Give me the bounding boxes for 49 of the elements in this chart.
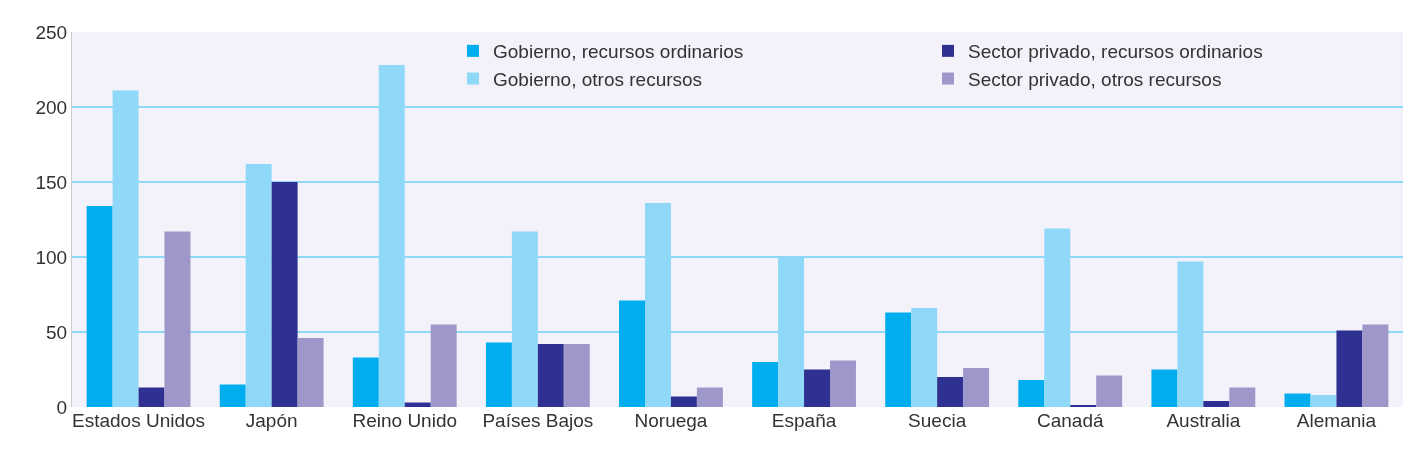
bar	[1336, 330, 1363, 407]
bar	[670, 396, 697, 407]
x-tick-label: Reino Unido	[352, 410, 458, 431]
bar	[752, 362, 779, 407]
bar	[1096, 375, 1123, 407]
bar	[86, 206, 113, 407]
x-tick-label: Países Bajos	[482, 410, 594, 431]
bar	[804, 369, 830, 407]
legend-label: Sector privado, recursos ordinarios	[968, 41, 1263, 63]
legend-label: Sector privado, otros recursos	[968, 68, 1222, 90]
y-tick-label: 100	[35, 246, 68, 268]
legend-label: Gobierno, otros recursos	[493, 68, 703, 90]
bar	[430, 324, 457, 407]
bar	[1362, 324, 1389, 407]
bar	[937, 377, 964, 407]
x-tick-label: Japón	[245, 410, 298, 431]
bar	[1310, 395, 1337, 407]
y-tick-label: 150	[35, 171, 68, 193]
bar	[164, 231, 191, 407]
x-tick-label: Canadá	[1036, 410, 1104, 431]
y-tick-label: 200	[35, 96, 68, 118]
bar	[1151, 369, 1178, 407]
bar	[563, 344, 590, 407]
bar	[1203, 401, 1230, 407]
bar	[485, 342, 512, 407]
bar	[963, 368, 990, 407]
bar	[219, 384, 246, 407]
bar	[271, 182, 298, 407]
bar	[352, 357, 379, 407]
bar	[619, 300, 645, 407]
x-tick-label: Noruega	[634, 410, 708, 431]
y-tick-label: 0	[56, 396, 68, 418]
legend-label: Gobierno, recursos ordinarios	[493, 41, 744, 63]
x-tick-label: Estados Unidos	[72, 410, 206, 431]
bar	[696, 387, 723, 407]
x-tick-label: España	[771, 410, 837, 431]
bar	[1284, 393, 1311, 407]
y-tick-label: 50	[46, 321, 68, 343]
x-tick-label: Suecia	[908, 410, 967, 431]
bar	[1229, 387, 1256, 407]
x-tick-label: Australia	[1166, 410, 1241, 431]
bar	[1018, 380, 1045, 407]
bar	[297, 338, 324, 407]
bar	[885, 312, 912, 407]
bar	[830, 360, 856, 407]
x-tick-label: Alemania	[1296, 410, 1377, 431]
bar	[537, 344, 564, 407]
bar	[138, 387, 165, 407]
y-tick-label: 250	[35, 21, 68, 43]
